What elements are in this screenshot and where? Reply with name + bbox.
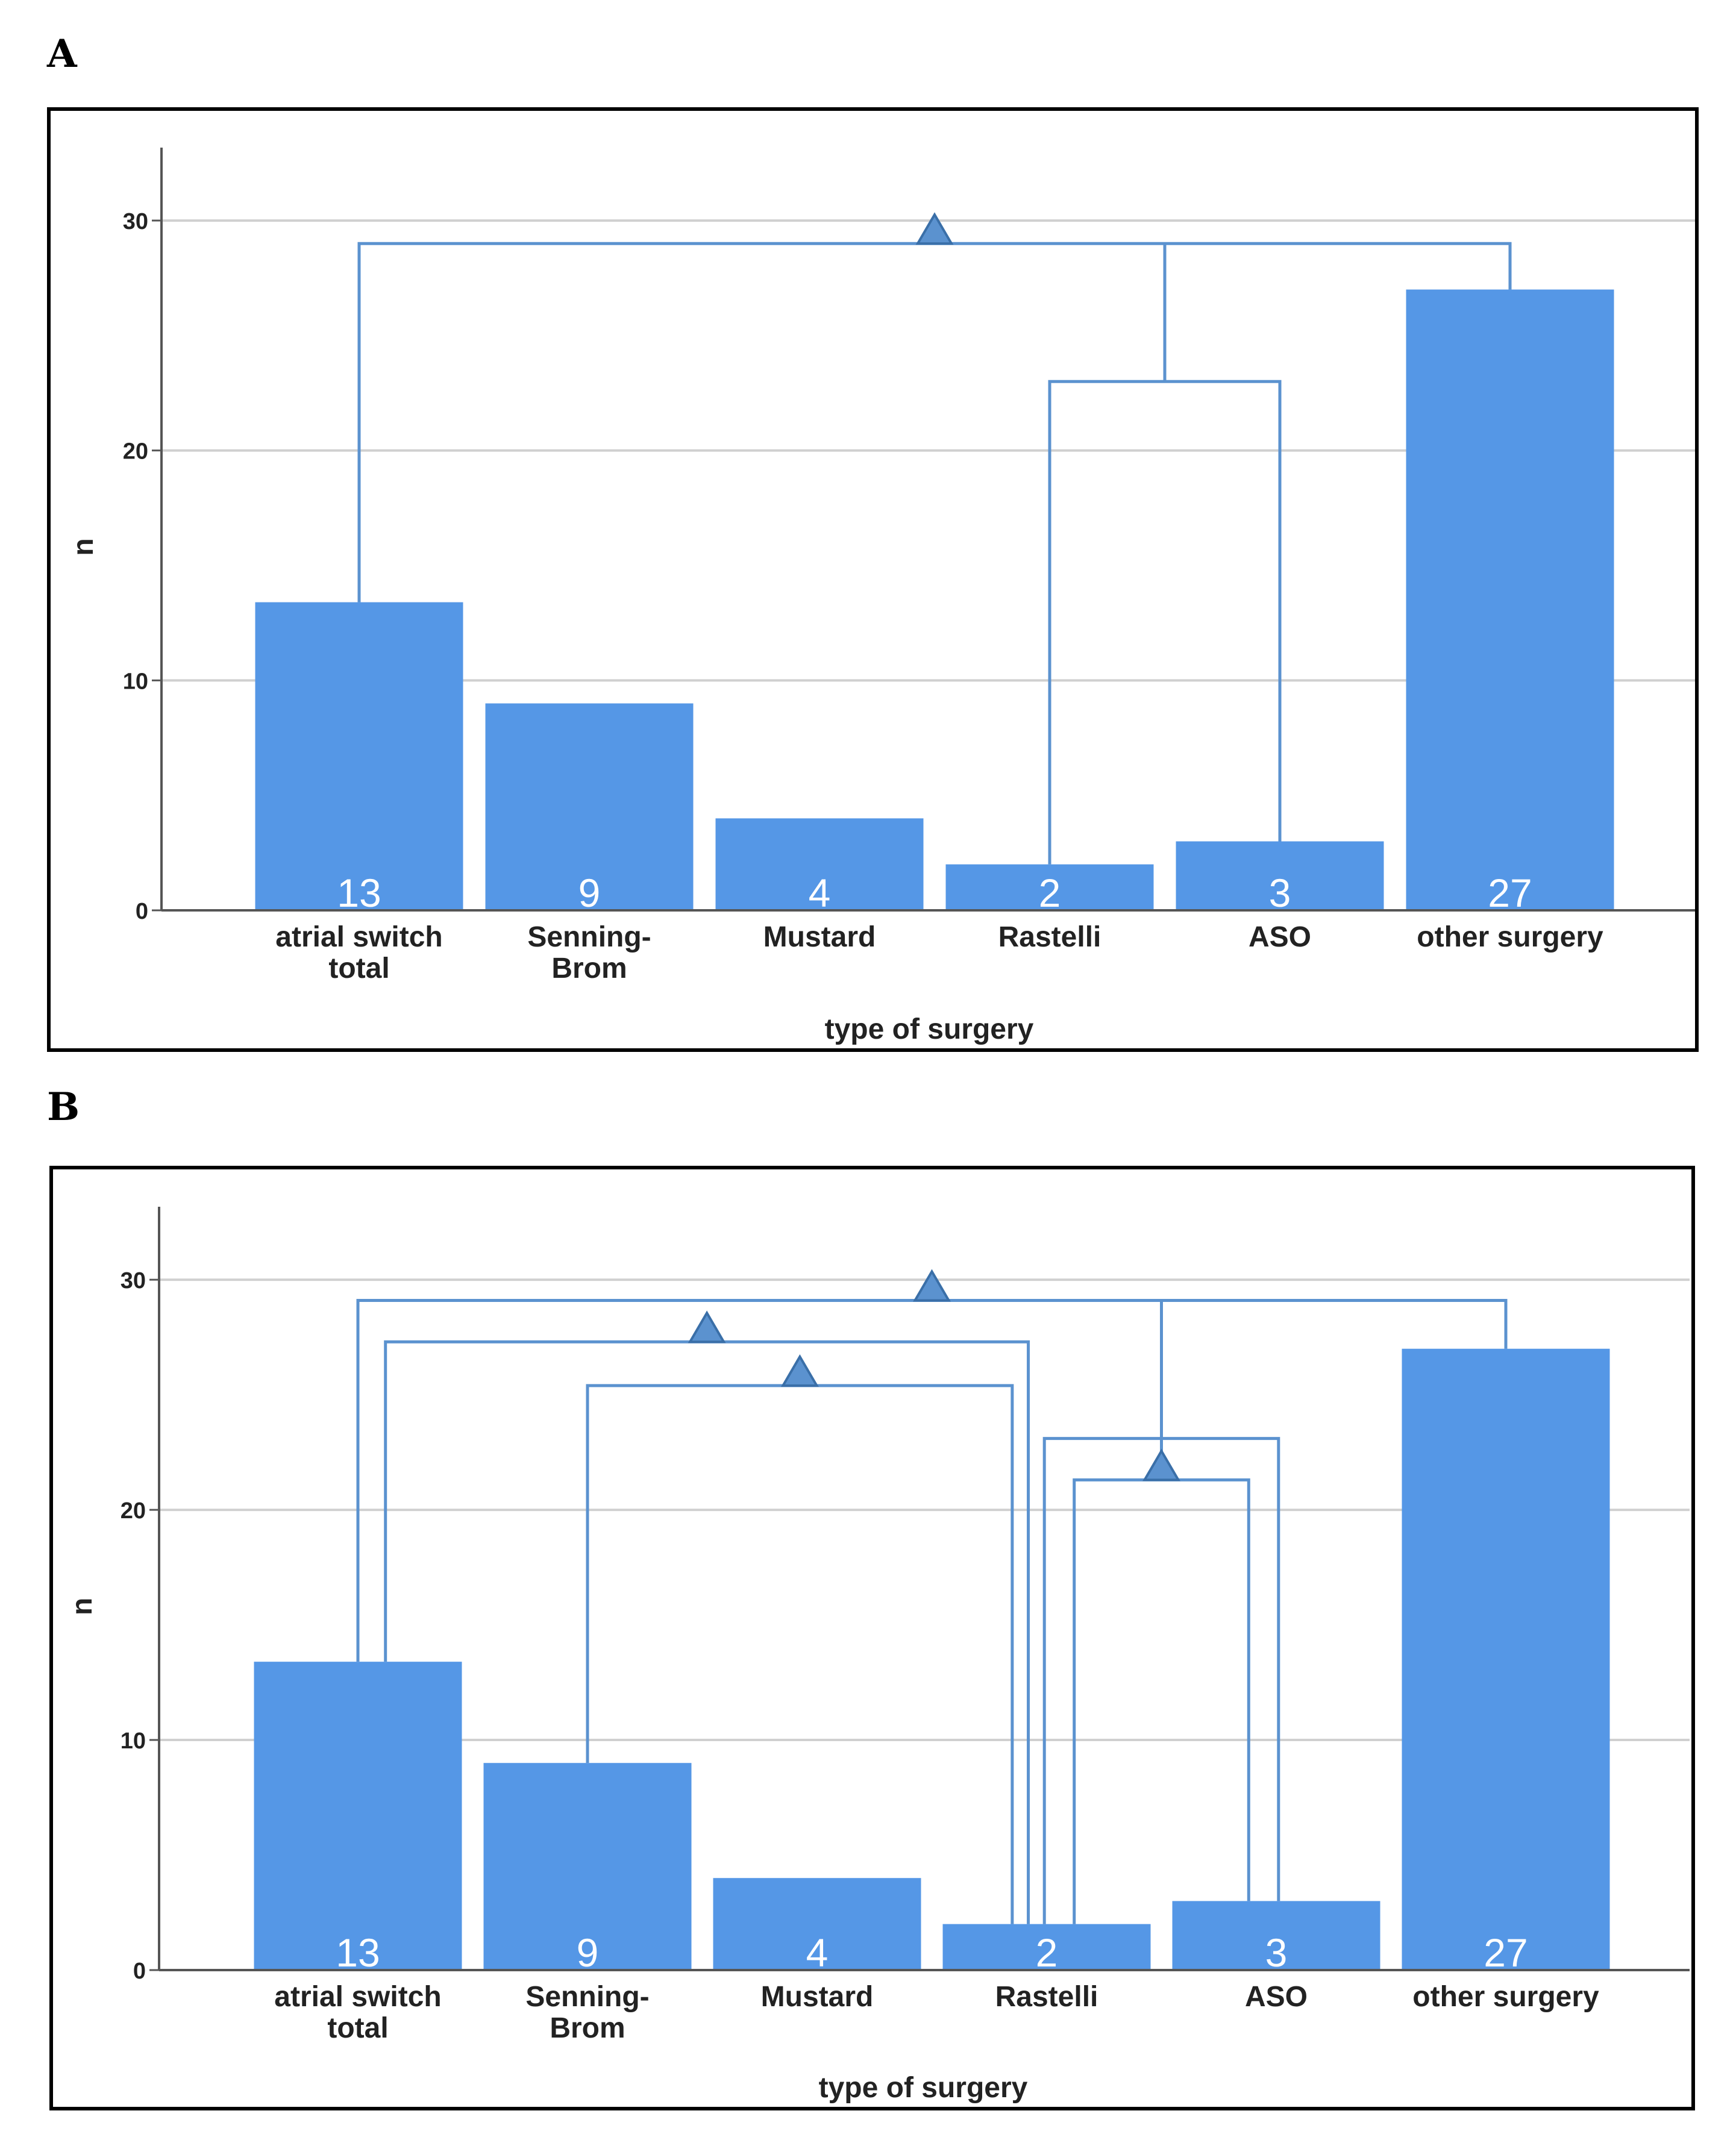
bar-data-label: 3 <box>1265 1930 1288 1975</box>
y-axis-title: n <box>67 538 99 555</box>
comparison-bracket <box>356 1298 1508 1662</box>
x-tick-label: Rastelli <box>995 1981 1098 2013</box>
y-tick-label: 10 <box>121 1728 146 1754</box>
bar-data-label: 27 <box>1488 871 1532 915</box>
y-tick-label: 30 <box>121 1268 146 1294</box>
x-tick-label: total <box>327 2012 388 2044</box>
x-tick-label: ASO <box>1249 921 1311 953</box>
bar <box>945 864 1154 910</box>
bar <box>713 1878 921 1970</box>
bar-data-label: 13 <box>336 1930 380 1975</box>
x-axis-title: type of surgery <box>825 1013 1034 1045</box>
bar-data-label: 2 <box>1039 871 1061 915</box>
y-tick-label: 0 <box>133 1959 146 1984</box>
x-tick-label: total <box>328 953 389 984</box>
chart-frame-a: 0 10 20 30 13 9 4 2 3 27 atrial switch total Senning… <box>47 107 1699 1052</box>
bar <box>483 1763 692 1970</box>
x-axis-title: type of surgery <box>819 2072 1028 2104</box>
x-tick-label: Brom <box>551 953 627 984</box>
x-tick-label: Rastelli <box>998 921 1101 953</box>
comparison-bracket <box>1048 380 1282 865</box>
comparison-bracket <box>357 242 1512 602</box>
y-tick-label: 30 <box>123 209 148 234</box>
bar-data-label: 13 <box>337 871 381 915</box>
significance-triangle-icon <box>780 1354 819 1387</box>
x-tick-label: other surgery <box>1412 1981 1599 2013</box>
significance-triangle-icon <box>1142 1448 1180 1481</box>
panel-letter-b: B <box>47 1084 80 1130</box>
bar <box>254 1662 462 1970</box>
bar-data-label: 3 <box>1269 871 1291 915</box>
bar <box>1402 1348 1610 1970</box>
bar-data-label: 4 <box>806 1930 829 1975</box>
bar <box>715 818 924 910</box>
y-tick-label: 0 <box>136 899 148 924</box>
bar <box>1172 1901 1380 1970</box>
x-tick-label: other surgery <box>1417 921 1603 953</box>
y-tick-label: 10 <box>123 669 148 694</box>
significance-triangle-icon <box>688 1310 726 1344</box>
bar-data-label: 27 <box>1484 1930 1528 1975</box>
bar-data-label: 4 <box>809 871 831 915</box>
y-tick-label: 20 <box>123 439 148 465</box>
x-tick-label: atrial switch <box>274 1981 441 2013</box>
bar-data-label: 2 <box>1036 1930 1058 1975</box>
x-tick-label: Mustard <box>763 921 876 953</box>
bar-data-label: 9 <box>577 1930 599 1975</box>
panel-letter-a: A <box>47 31 77 77</box>
y-tick-label: 20 <box>121 1498 146 1524</box>
comparison-bracket <box>384 1340 1030 1924</box>
x-tick-label: ASO <box>1245 1981 1308 2013</box>
x-tick-label: atrial switch <box>275 921 442 953</box>
x-tick-label: Senning- <box>527 921 651 953</box>
bar <box>485 703 694 910</box>
y-axis-title: n <box>66 1598 98 1615</box>
bar-data-label: 9 <box>578 871 601 915</box>
comparison-bracket <box>1042 1437 1280 1924</box>
significance-triangle-icon <box>913 1269 951 1302</box>
significance-triangle-icon <box>915 212 954 245</box>
chart-frame-b: 0 10 20 30 13 9 4 2 3 27 atrial switch total Senning… <box>49 1166 1695 2110</box>
bar <box>942 1924 1151 1970</box>
x-tick-label: Brom <box>550 2012 625 2044</box>
bar <box>1406 289 1614 910</box>
comparison-bracket <box>1073 1478 1250 1924</box>
x-tick-label: Mustard <box>761 1981 874 2013</box>
bar <box>1176 841 1384 910</box>
x-tick-label: Senning- <box>525 1981 649 2013</box>
bar <box>255 602 463 910</box>
